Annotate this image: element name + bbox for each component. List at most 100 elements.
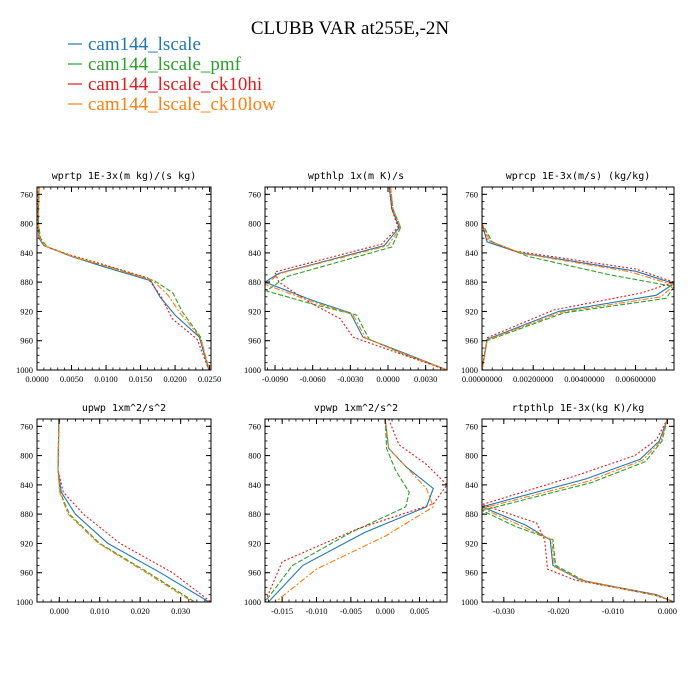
series-line bbox=[482, 187, 674, 370]
panel-title: rtpthlp 1E-3x(kg K)/kg bbox=[512, 403, 644, 414]
y-tick-label: 920 bbox=[20, 306, 33, 316]
x-tick-label: 0.00400000 bbox=[564, 374, 604, 384]
y-tick-label: 760 bbox=[465, 421, 478, 431]
series-line bbox=[37, 187, 210, 370]
y-tick-label: 880 bbox=[465, 277, 478, 287]
y-tick-label: 960 bbox=[248, 568, 261, 578]
x-tick-label: 0.000 bbox=[658, 606, 677, 616]
x-tick-label: 0.0200 bbox=[163, 374, 186, 384]
series-line bbox=[37, 187, 210, 370]
y-tick-label: 920 bbox=[465, 306, 478, 316]
y-tick-label: 760 bbox=[248, 189, 261, 199]
series-line bbox=[482, 187, 674, 370]
y-tick-label: 960 bbox=[465, 568, 478, 578]
series-group bbox=[37, 187, 211, 370]
x-tick-label: -0.015 bbox=[271, 606, 293, 616]
series-line bbox=[274, 419, 434, 602]
x-tick-label: -0.0090 bbox=[262, 374, 288, 384]
plot-frame bbox=[481, 186, 675, 371]
series-line bbox=[37, 187, 210, 370]
series-line bbox=[265, 187, 447, 370]
plot-frame bbox=[36, 418, 212, 603]
y-tick-label: 1000 bbox=[461, 597, 478, 607]
plot-frame bbox=[264, 418, 448, 603]
y-tick-label: 1000 bbox=[461, 365, 478, 375]
x-tick-label: 0.0100 bbox=[94, 374, 117, 384]
y-tick-label: 880 bbox=[248, 277, 261, 287]
plot-frame bbox=[36, 186, 212, 371]
panel-title: wprcp 1E-3x(m/s) (kg/kg) bbox=[506, 171, 651, 182]
panels-grid: wprtp 1E-3x(m kg)/(s kg) 760 800 840 880 920 9… bbox=[16, 171, 677, 616]
y-tick-label: 760 bbox=[248, 421, 261, 431]
x-tick-label: -0.005 bbox=[340, 606, 362, 616]
series-line bbox=[265, 187, 447, 370]
y-tick-label: 920 bbox=[465, 538, 478, 548]
y-tick-label: 920 bbox=[20, 538, 33, 548]
y-tick-label: 880 bbox=[465, 509, 478, 519]
x-tick-label: 0.00000000 bbox=[462, 374, 502, 384]
y-tick-label: 800 bbox=[465, 219, 478, 229]
x-tick-label: 0.030 bbox=[171, 606, 190, 616]
series-line bbox=[57, 419, 211, 602]
legend: cam144_lscalecam144_lscale_pmfcam144_lsc… bbox=[68, 34, 276, 115]
legend-item: cam144_lscale_ck10hi bbox=[68, 74, 262, 95]
series-group bbox=[482, 419, 674, 602]
y-tick-label: 800 bbox=[248, 451, 261, 461]
panel-6: rtpthlp 1E-3x(kg K)/kg 760 800 840 880 920 960… bbox=[461, 403, 677, 616]
panel-title: wpthlp 1x(m K)/s bbox=[308, 171, 404, 182]
x-tick-label: -0.010 bbox=[306, 606, 328, 616]
legend-label: cam144_lscale bbox=[88, 34, 201, 55]
panel-2: wpthlp 1x(m K)/s7608008408809209601000-0… bbox=[244, 171, 448, 384]
series-line bbox=[482, 419, 674, 602]
y-tick-label: 840 bbox=[248, 480, 261, 490]
legend-item: cam144_lscale_ck10low bbox=[68, 94, 276, 115]
legend-label: cam144_lscale_ck10low bbox=[88, 94, 276, 115]
x-tick-label: 0.000 bbox=[50, 606, 69, 616]
panel-3: wprcp 1E-3x(m/s) (kg/kg) 760 800 840 880 920 9… bbox=[461, 171, 675, 384]
panel-1: wprtp 1E-3x(m kg)/(s kg) 760 800 840 880 920 9… bbox=[16, 171, 221, 384]
y-tick-label: 760 bbox=[20, 189, 33, 199]
series-line bbox=[274, 187, 447, 370]
series-line bbox=[265, 419, 410, 602]
y-tick-label: 1000 bbox=[16, 365, 33, 375]
series-group bbox=[265, 187, 447, 370]
y-tick-label: 1000 bbox=[244, 365, 261, 375]
series-group bbox=[57, 419, 211, 602]
y-tick-label: 840 bbox=[248, 248, 261, 258]
y-tick-label: 920 bbox=[248, 538, 261, 548]
panel-title: wprtp 1E-3x(m kg)/(s kg) bbox=[52, 171, 197, 182]
series-line bbox=[57, 419, 210, 602]
legend-item: cam144_lscale bbox=[68, 34, 201, 55]
x-tick-label: 0.0050 bbox=[60, 374, 83, 384]
y-tick-label: 840 bbox=[465, 480, 478, 490]
y-tick-label: 800 bbox=[20, 219, 33, 229]
series-line bbox=[265, 419, 447, 602]
series-line bbox=[482, 187, 674, 370]
series-line bbox=[57, 419, 194, 602]
y-tick-label: 800 bbox=[248, 219, 261, 229]
series-line bbox=[267, 419, 434, 602]
y-tick-label: 760 bbox=[20, 421, 33, 431]
series-line bbox=[482, 419, 674, 602]
y-tick-label: 800 bbox=[465, 451, 478, 461]
y-tick-label: 760 bbox=[465, 189, 478, 199]
y-tick-label: 960 bbox=[20, 568, 33, 578]
x-tick-label: 0.0150 bbox=[129, 374, 152, 384]
x-tick-label: 0.000 bbox=[376, 606, 395, 616]
y-tick-label: 920 bbox=[248, 306, 261, 316]
y-tick-label: 800 bbox=[20, 451, 33, 461]
legend-label: cam144_lscale_ck10hi bbox=[88, 74, 262, 95]
x-tick-label: 0.020 bbox=[131, 606, 150, 616]
series-line bbox=[37, 187, 211, 370]
y-tick-label: 960 bbox=[20, 336, 33, 346]
y-tick-label: 880 bbox=[248, 509, 261, 519]
y-tick-label: 880 bbox=[20, 277, 33, 287]
y-tick-label: 1000 bbox=[16, 597, 33, 607]
panel-5: vpwp 1xm^2/s^2 760 800 840 880 920 960 1000 -0.0… bbox=[244, 403, 448, 616]
series-line bbox=[482, 419, 674, 602]
x-tick-label: 0.00200000 bbox=[513, 374, 553, 384]
y-tick-label: 840 bbox=[20, 248, 33, 258]
panel-title: upwp 1xm^2/s^2 bbox=[82, 403, 166, 414]
x-tick-label: -0.030 bbox=[493, 606, 515, 616]
